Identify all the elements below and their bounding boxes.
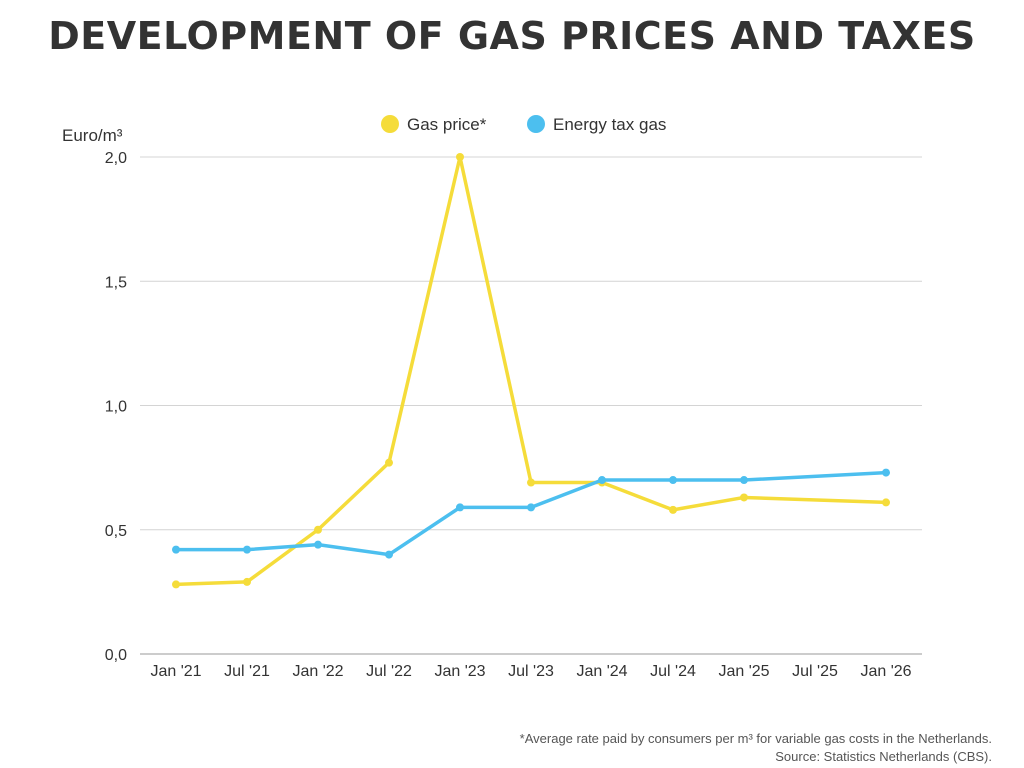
data-point <box>314 525 322 534</box>
x-tick-label: Jul '25 <box>792 663 838 680</box>
data-point <box>456 503 464 512</box>
x-tick-label: Jan '24 <box>576 663 627 680</box>
footnote: *Average rate paid by consumers per m³ f… <box>519 731 992 746</box>
x-tick-label: Jul '21 <box>224 663 270 680</box>
data-point <box>385 550 393 559</box>
data-point <box>243 545 251 554</box>
x-tick-label: Jan '22 <box>292 663 343 680</box>
data-point <box>314 540 322 549</box>
series-line <box>176 470 887 557</box>
y-axis-label: Euro/m³ <box>62 126 123 145</box>
data-point <box>172 545 180 554</box>
x-tick-label: Jan '25 <box>718 663 769 680</box>
x-tick-label: Jul '24 <box>650 663 696 680</box>
y-tick-label: 0,5 <box>105 523 127 540</box>
data-point <box>740 476 748 485</box>
data-point <box>243 577 251 586</box>
x-tick-label: Jan '21 <box>150 663 201 680</box>
data-point <box>172 580 180 589</box>
data-point <box>669 505 677 514</box>
legend-marker <box>381 115 399 133</box>
y-tick-label: 1,5 <box>105 274 127 291</box>
legend-label: Gas price* <box>407 115 487 134</box>
y-tick-label: 2,0 <box>105 150 127 167</box>
data-point <box>882 468 890 477</box>
data-point <box>669 476 677 485</box>
x-tick-label: Jul '23 <box>508 663 554 680</box>
legend-label: Energy tax gas <box>553 115 666 134</box>
data-point <box>456 153 464 161</box>
data-point <box>598 476 606 485</box>
x-tick-label: Jul '22 <box>366 663 412 680</box>
x-tick-label: Jan '23 <box>434 663 485 680</box>
data-point <box>882 498 890 507</box>
data-point <box>527 478 535 487</box>
x-tick-label: Jan '26 <box>860 663 911 680</box>
y-tick-label: 1,0 <box>105 399 127 416</box>
data-point <box>740 493 748 502</box>
data-point <box>385 458 393 467</box>
y-tick-label: 0,0 <box>105 647 127 664</box>
chart-title: DEVELOPMENT OF GAS PRICES AND TAXES <box>48 14 976 58</box>
source-note: Source: Statistics Netherlands (CBS). <box>775 749 992 764</box>
series-line <box>175 155 887 587</box>
data-point <box>527 503 535 512</box>
legend-marker <box>527 115 545 133</box>
